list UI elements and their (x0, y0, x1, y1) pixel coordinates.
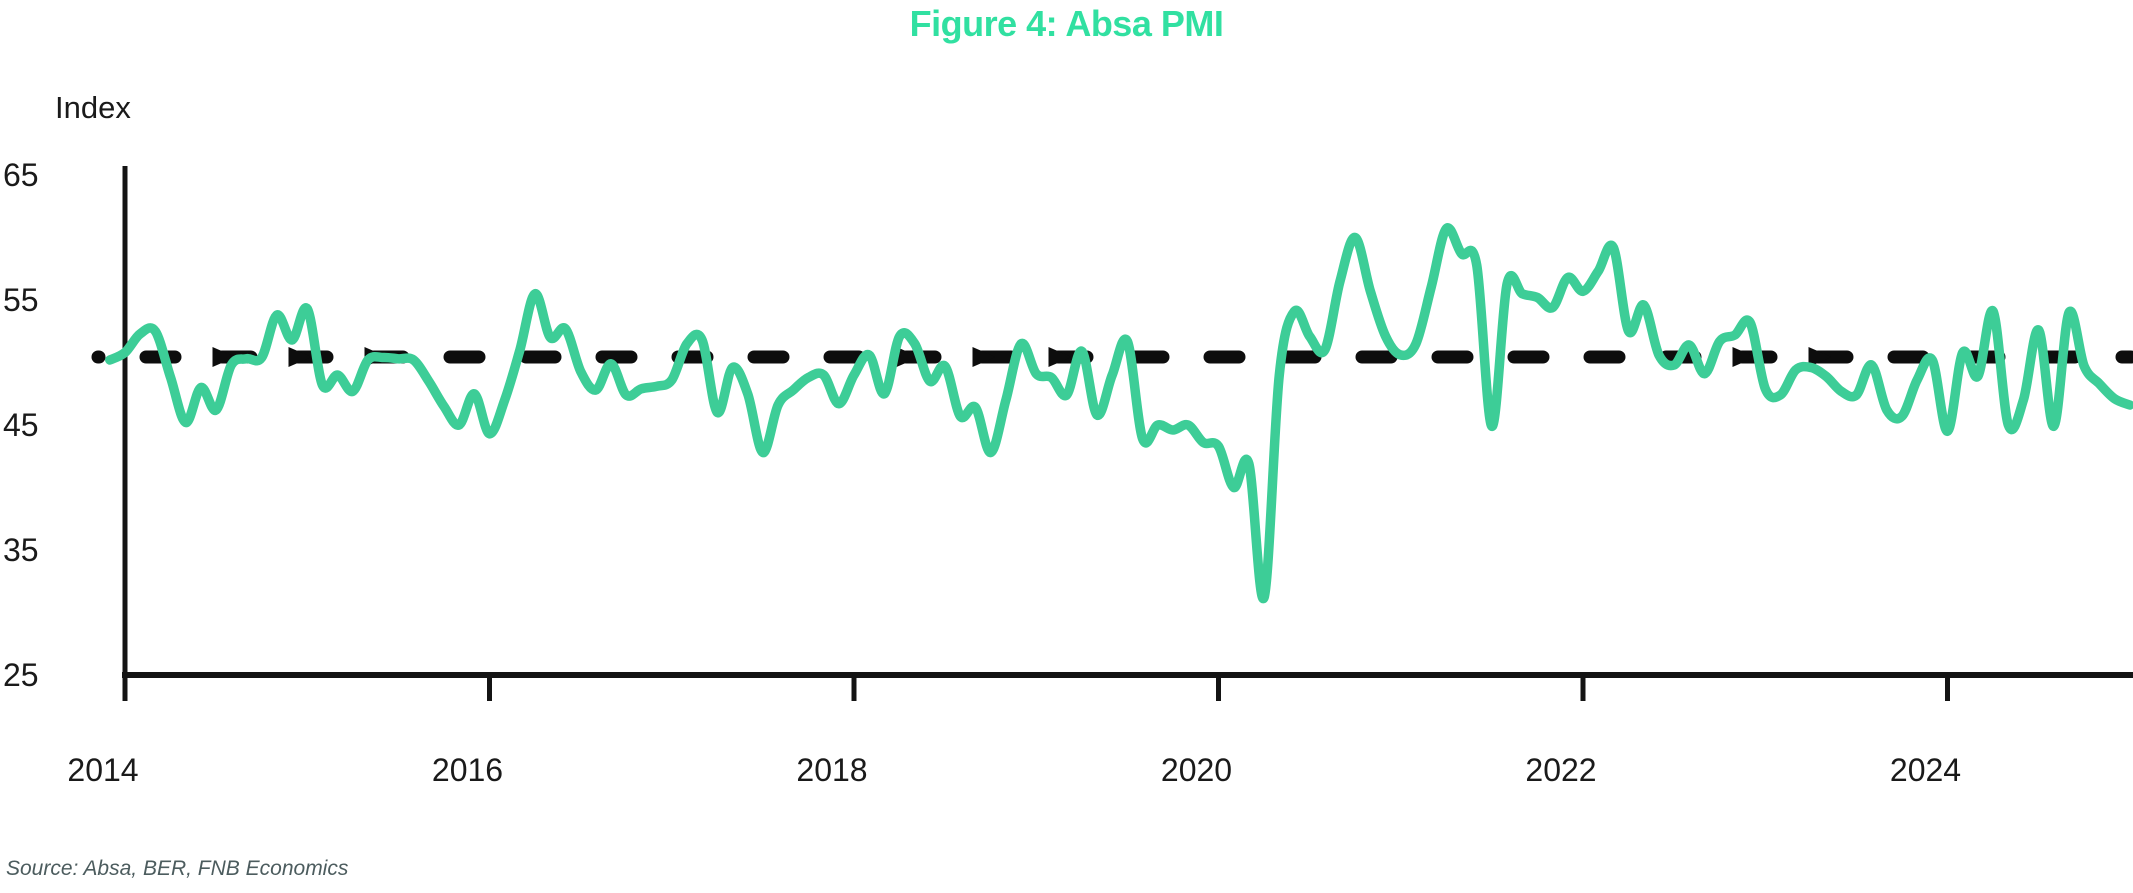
y-tick-label: 65 (3, 157, 39, 193)
y-tick-label: 25 (3, 657, 39, 693)
y-tick-label: 35 (3, 532, 39, 568)
y-axis-title: Index (55, 90, 131, 125)
y-axis-tick-labels: 65 55 45 35 25 (3, 157, 39, 693)
pmi-series-line (105, 223, 2133, 604)
dash-arrowhead-icon (1732, 347, 1756, 367)
dash-arrowhead-icon (972, 347, 996, 367)
dash-arrowhead-icon (288, 347, 312, 367)
x-tick-label: 2016 (432, 752, 503, 788)
chart-title: Figure 4: Absa PMI (909, 3, 1224, 44)
x-axis-ticks-and-labels: 2014 2016 2018 2020 2022 2024 (67, 675, 1961, 788)
dash-arrowhead-icon (212, 347, 236, 367)
dash-arrowhead-icon (896, 347, 920, 367)
axes: 2014 2016 2018 2020 2022 2024 (67, 166, 2133, 788)
dash-arrowhead-icon (1808, 347, 1832, 367)
dash-arrowhead-icon (1048, 347, 1072, 367)
x-tick-label: 2014 (67, 752, 138, 788)
source-note: Source: Absa, BER, FNB Economics (6, 857, 349, 880)
x-tick-label: 2022 (1525, 752, 1596, 788)
x-tick-label: 2020 (1161, 752, 1232, 788)
y-tick-label: 45 (3, 407, 39, 443)
x-tick-label: 2018 (796, 752, 867, 788)
x-tick-label: 2024 (1890, 752, 1961, 788)
y-tick-label: 55 (3, 282, 39, 318)
